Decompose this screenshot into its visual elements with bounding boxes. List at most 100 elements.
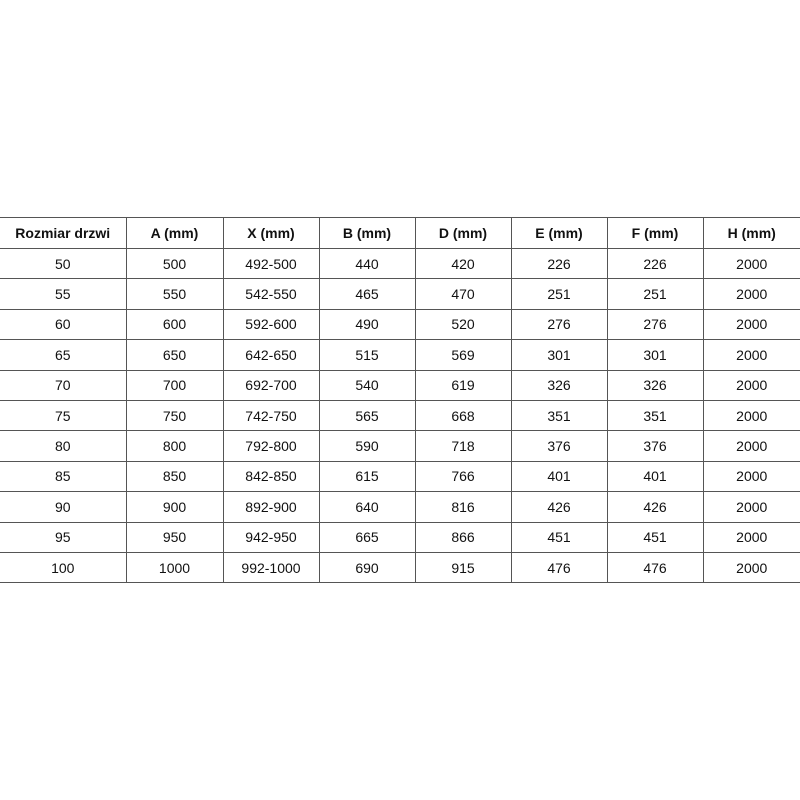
table-cell: 376 [606, 430, 704, 462]
table-cell: 619 [414, 369, 512, 401]
table-cell: 426 [510, 491, 608, 523]
table-cell: 900 [125, 491, 224, 523]
table-cell: 326 [606, 369, 704, 401]
table-cell: 640 [318, 491, 416, 523]
table-cell: 65 [0, 339, 127, 371]
table-cell: 90 [0, 491, 127, 523]
table-cell: 718 [414, 430, 512, 462]
table-cell: 520 [414, 308, 512, 341]
column-header: A (mm) [125, 217, 224, 249]
column-header: F (mm) [606, 217, 704, 249]
table-cell: 376 [510, 430, 608, 462]
table-cell: 690 [318, 551, 416, 584]
table-cell: 700 [125, 369, 224, 401]
table-cell: 60 [0, 308, 127, 341]
table-row: 70 700 692-700 540 619 326 326 2000 [0, 369, 800, 401]
table-cell: 542-550 [222, 278, 320, 310]
table-cell: 515 [318, 339, 416, 371]
table-cell: 2000 [702, 460, 800, 493]
table-cell: 85 [0, 460, 127, 493]
table-cell: 569 [414, 339, 512, 371]
table-header-row: Rozmiar drzwi A (mm) X (mm) B (mm) D (mm) E (… [0, 217, 800, 249]
table-cell: 2000 [702, 247, 800, 280]
table-cell: 490 [318, 308, 416, 341]
table-cell: 2000 [702, 551, 800, 584]
table-cell: 992-1000 [222, 551, 320, 584]
table-cell: 850 [125, 460, 224, 493]
table-cell: 2000 [702, 339, 800, 371]
table-cell: 401 [606, 460, 704, 493]
table-cell: 892-900 [222, 491, 320, 523]
door-size-table: Rozmiar drzwi A (mm) X (mm) B (mm) D (mm) E (… [0, 217, 800, 584]
table-row: 90 900 892-900 640 816 426 426 2000 [0, 491, 800, 523]
column-header: X (mm) [222, 217, 320, 249]
table-cell: 750 [125, 399, 224, 432]
table-cell: 420 [414, 247, 512, 280]
table-cell: 276 [606, 308, 704, 341]
table-cell: 2000 [702, 521, 800, 553]
table-cell: 226 [606, 247, 704, 280]
table-cell: 650 [125, 339, 224, 371]
table-cell: 816 [414, 491, 512, 523]
table-cell: 2000 [702, 369, 800, 401]
table-cell: 842-850 [222, 460, 320, 493]
column-header: E (mm) [510, 217, 608, 249]
table-cell: 942-950 [222, 521, 320, 553]
table-cell: 590 [318, 430, 416, 462]
table-cell: 251 [510, 278, 608, 310]
table-cell: 766 [414, 460, 512, 493]
table-row: 100 1000 992-1000 690 915 476 476 2000 [0, 551, 800, 584]
table-row: 85 850 842-850 615 766 401 401 2000 [0, 460, 800, 493]
table-cell: 401 [510, 460, 608, 493]
table-cell: 80 [0, 430, 127, 462]
table-cell: 2000 [702, 278, 800, 310]
table-cell: 500 [125, 247, 224, 280]
table-cell: 492-500 [222, 247, 320, 280]
table-cell: 692-700 [222, 369, 320, 401]
column-header: B (mm) [318, 217, 416, 249]
table-cell: 565 [318, 399, 416, 432]
table-cell: 2000 [702, 308, 800, 341]
table-cell: 2000 [702, 399, 800, 432]
table-cell: 226 [510, 247, 608, 280]
table-cell: 915 [414, 551, 512, 584]
table-cell: 326 [510, 369, 608, 401]
table-cell: 50 [0, 247, 127, 280]
table-cell: 668 [414, 399, 512, 432]
table-cell: 2000 [702, 430, 800, 462]
table-cell: 95 [0, 521, 127, 553]
table-cell: 470 [414, 278, 512, 310]
table-cell: 615 [318, 460, 416, 493]
table-cell: 440 [318, 247, 416, 280]
table-cell: 70 [0, 369, 127, 401]
table-cell: 476 [510, 551, 608, 584]
table-cell: 742-750 [222, 399, 320, 432]
column-header: H (mm) [702, 217, 800, 249]
table-cell: 465 [318, 278, 416, 310]
table-cell: 950 [125, 521, 224, 553]
table-cell: 351 [510, 399, 608, 432]
column-header: Rozmiar drzwi [0, 217, 127, 249]
table-row: 75 750 742-750 565 668 351 351 2000 [0, 399, 800, 432]
table-cell: 592-600 [222, 308, 320, 341]
table-cell: 251 [606, 278, 704, 310]
table-row: 65 650 642-650 515 569 301 301 2000 [0, 339, 800, 371]
table-cell: 351 [606, 399, 704, 432]
table-row: 95 950 942-950 665 866 451 451 2000 [0, 521, 800, 553]
table-cell: 451 [510, 521, 608, 553]
table-cell: 642-650 [222, 339, 320, 371]
table-cell: 100 [0, 551, 127, 584]
column-header: D (mm) [414, 217, 512, 249]
table-row: 80 800 792-800 590 718 376 376 2000 [0, 430, 800, 462]
table-cell: 600 [125, 308, 224, 341]
table-cell: 540 [318, 369, 416, 401]
table-row: 50 500 492-500 440 420 226 226 2000 [0, 247, 800, 280]
table-cell: 2000 [702, 491, 800, 523]
table-cell: 665 [318, 521, 416, 553]
table-cell: 55 [0, 278, 127, 310]
table-row: 60 600 592-600 490 520 276 276 2000 [0, 308, 800, 341]
table-cell: 1000 [125, 551, 224, 584]
table-cell: 75 [0, 399, 127, 432]
table-cell: 301 [606, 339, 704, 371]
table-cell: 451 [606, 521, 704, 553]
